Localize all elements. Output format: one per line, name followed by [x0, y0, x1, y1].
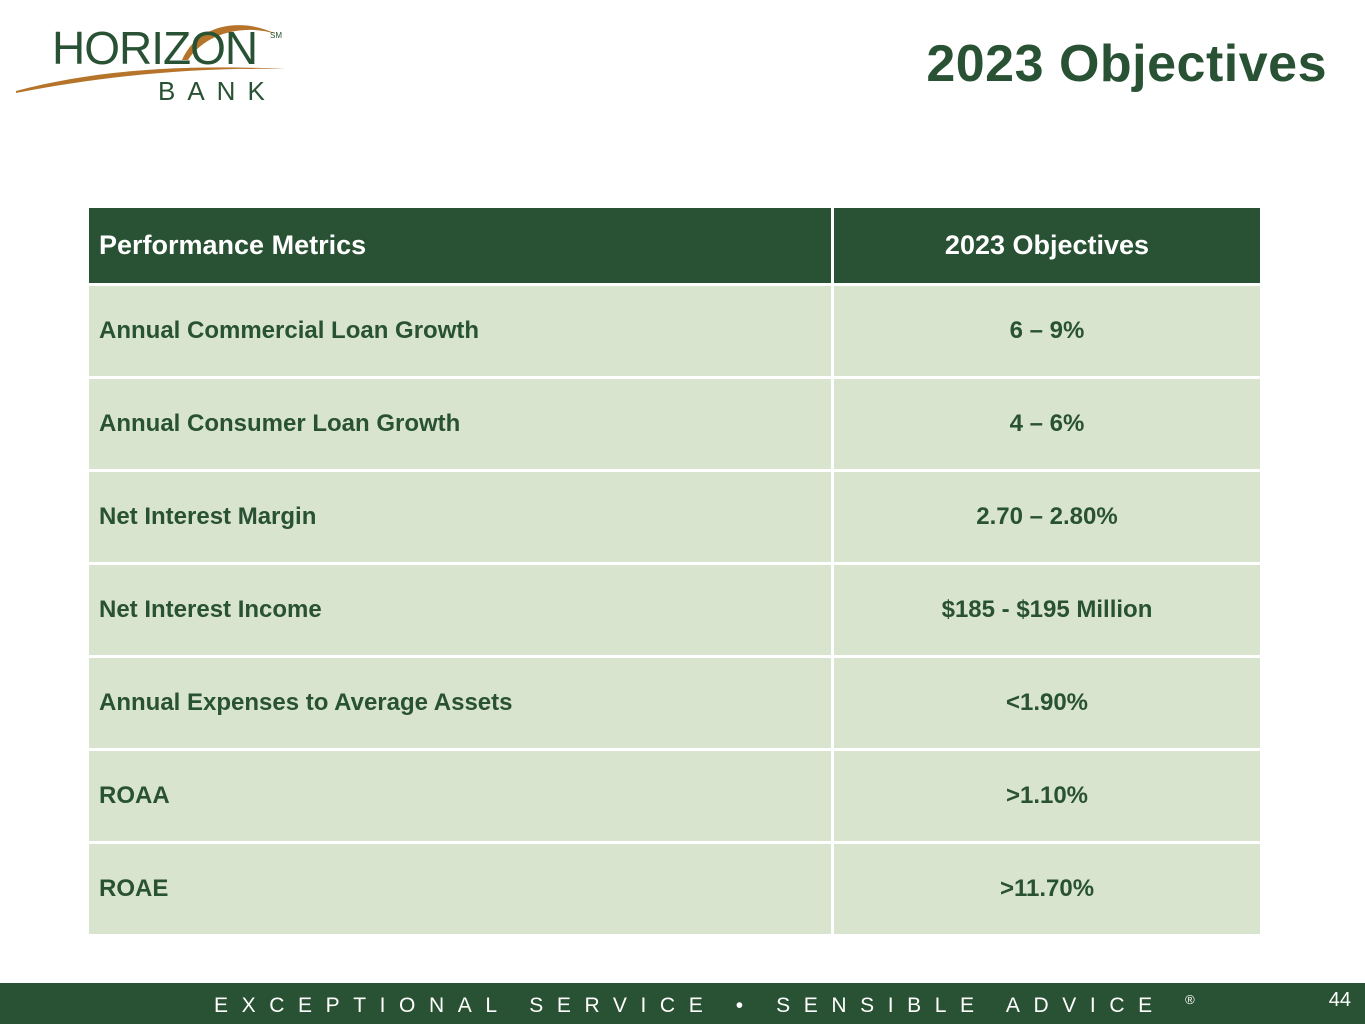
logo-subtitle: BANK [158, 76, 277, 106]
metric-cell: Net Interest Income [86, 562, 834, 658]
objective-cell: <1.90% [831, 655, 1263, 751]
metric-cell: ROAE [86, 841, 834, 937]
page-number: 44 [1328, 989, 1351, 1011]
footer-tagline: EXCEPTIONAL SERVICE • SENSIBLE ADVICE [214, 994, 1166, 1017]
slide-title: 2023 Objectives [926, 35, 1327, 93]
metric-cell: Annual Consumer Loan Growth [86, 376, 834, 472]
objective-cell: 2.70 – 2.80% [831, 469, 1263, 565]
table-header-row: Performance Metrics 2023 Objectives [86, 205, 1263, 286]
metric-cell: Annual Commercial Loan Growth [86, 283, 834, 379]
objective-cell: 4 – 6% [831, 376, 1263, 472]
table-row: Annual Expenses to Average Assets <1.90% [86, 655, 1263, 751]
objective-cell: 6 – 9% [831, 283, 1263, 379]
logo-service-mark: SM [270, 31, 282, 40]
horizon-bank-logo: HORIZON SM BANK [14, 20, 294, 110]
footer-tagline-wrap: EXCEPTIONAL SERVICE • SENSIBLE ADVICE ® [214, 992, 1195, 1018]
objective-cell: >11.70% [831, 841, 1263, 937]
table-row: Annual Commercial Loan Growth 6 – 9% [86, 283, 1263, 379]
registered-mark: ® [1185, 992, 1195, 1007]
logo-graphic: HORIZON SM BANK [16, 22, 286, 106]
table-row: Net Interest Margin 2.70 – 2.80% [86, 469, 1263, 565]
table-row: ROAA >1.10% [86, 748, 1263, 844]
header-2023-objectives: 2023 Objectives [831, 205, 1263, 286]
footer-bar: EXCEPTIONAL SERVICE • SENSIBLE ADVICE ® … [0, 983, 1365, 1024]
table-row: ROAE >11.70% [86, 841, 1263, 937]
logo-sun-arc [182, 25, 276, 60]
logo-swoosh [16, 67, 286, 93]
objective-cell: $185 - $195 Million [831, 562, 1263, 658]
objectives-table: Performance Metrics 2023 Objectives Annu… [86, 205, 1263, 937]
header-performance-metrics: Performance Metrics [86, 205, 834, 286]
objective-cell: >1.10% [831, 748, 1263, 844]
table-row: Net Interest Income $185 - $195 Million [86, 562, 1263, 658]
metric-cell: Annual Expenses to Average Assets [86, 655, 834, 751]
metric-cell: ROAA [86, 748, 834, 844]
logo-wordmark: HORIZON [52, 22, 257, 74]
metric-cell: Net Interest Margin [86, 469, 834, 565]
table-row: Annual Consumer Loan Growth 4 – 6% [86, 376, 1263, 472]
